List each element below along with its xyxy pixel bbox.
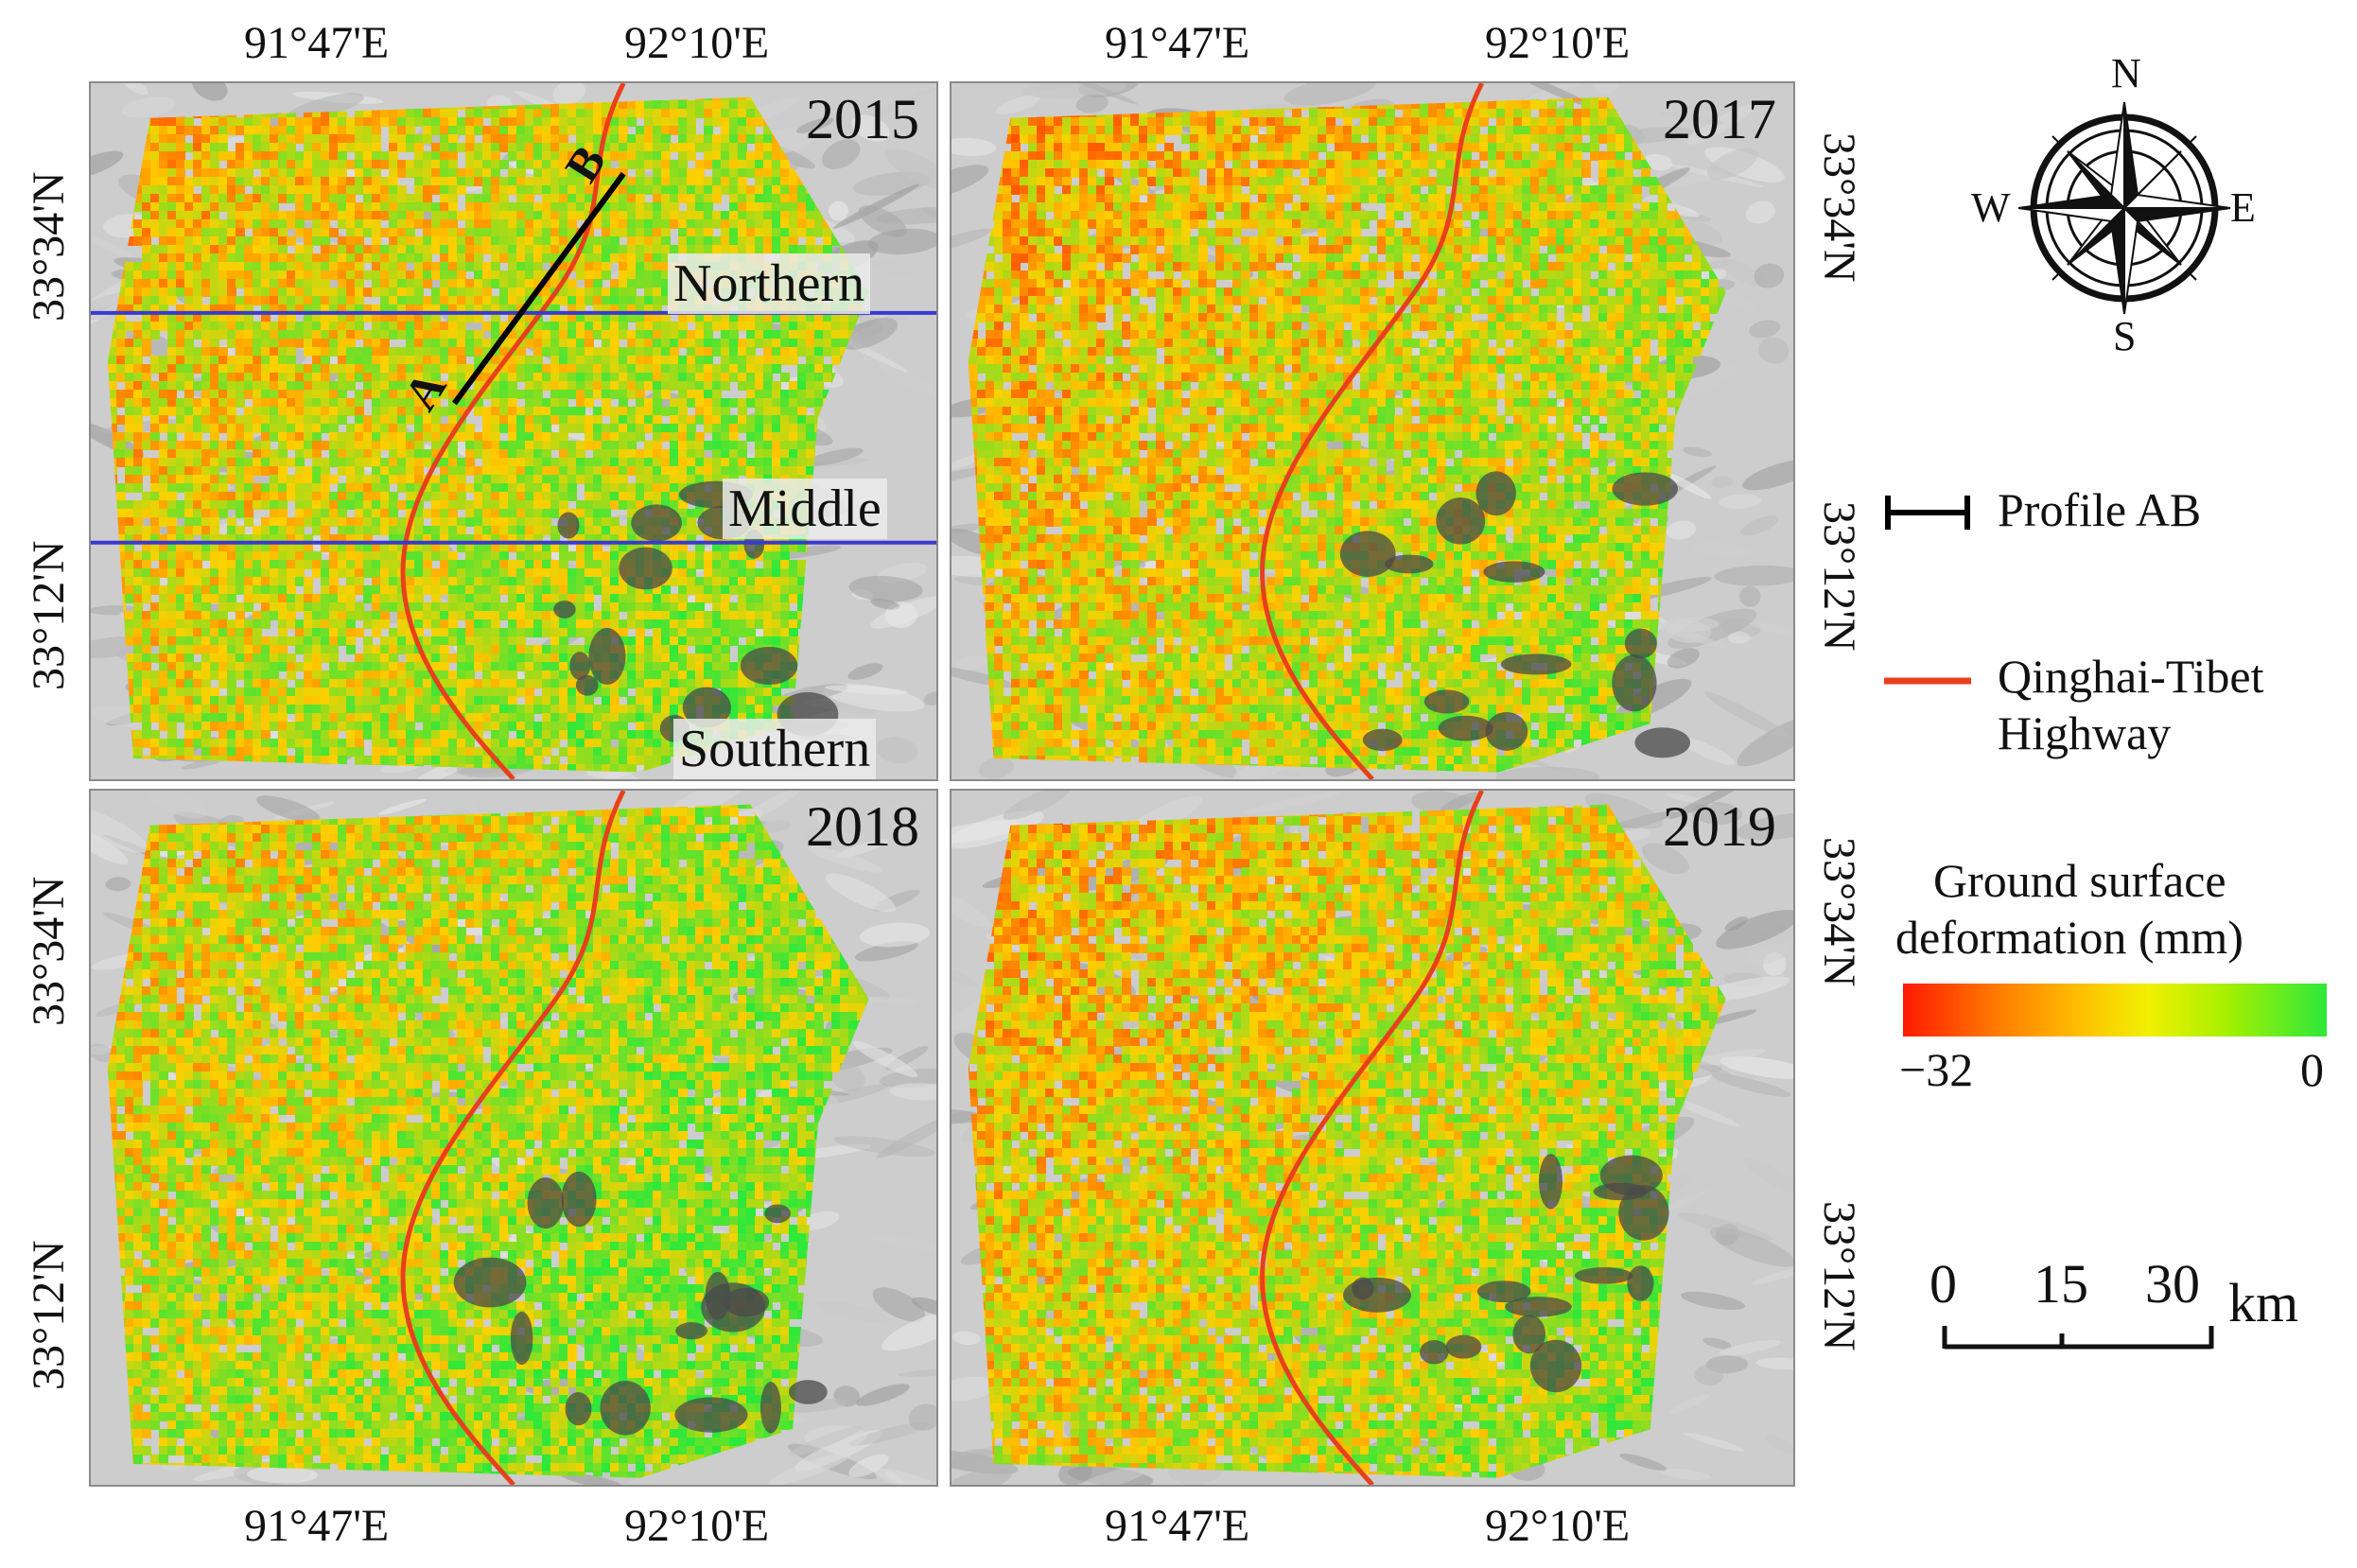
left-lat-tick-3: 33°34'N bbox=[24, 876, 74, 1026]
panel-year-label: 2015 bbox=[806, 91, 919, 148]
map-panel-2018: 2018 bbox=[89, 789, 938, 1487]
profile-legend-icon bbox=[1885, 496, 1970, 530]
map-panel-2015: 2015 Northern Middle Southern A B bbox=[89, 81, 938, 781]
deformation-map-2015 bbox=[91, 83, 936, 779]
panel-year-label: 2017 bbox=[1663, 91, 1776, 148]
right-lat-tick-1: 33°34'N bbox=[1814, 132, 1864, 283]
deformation-colorbar bbox=[1903, 984, 2327, 1037]
deformation-map-2017 bbox=[952, 83, 1793, 779]
colorbar-max-label: 0 bbox=[2300, 1044, 2324, 1096]
panel-year-label: 2019 bbox=[1663, 798, 1776, 855]
scale-tick-30: 30 bbox=[2145, 1254, 2200, 1315]
right-lat-tick-2: 33°12'N bbox=[1814, 501, 1864, 652]
highway-legend-label-line1: Qinghai-Tibet bbox=[1998, 651, 2264, 703]
scale-tick-15: 15 bbox=[2034, 1254, 2088, 1315]
map-panel-2017: 2017 bbox=[950, 81, 1795, 781]
right-lat-tick-3: 33°34'N bbox=[1814, 837, 1864, 987]
bottom-lon-tick-3: 91°47'E bbox=[1105, 1504, 1249, 1549]
compass-north-label: N bbox=[2111, 50, 2141, 96]
scale-unit: km bbox=[2228, 1273, 2298, 1333]
bottom-lon-tick-2: 92°10'E bbox=[624, 1504, 769, 1549]
bottom-lon-tick-4: 92°10'E bbox=[1485, 1504, 1630, 1549]
compass-rose-icon bbox=[2017, 101, 2231, 315]
region-label-southern: Southern bbox=[673, 719, 877, 779]
compass-rose: N S E W bbox=[1958, 47, 2261, 359]
profile-legend-label: Profile AB bbox=[1998, 484, 2201, 536]
colorbar-min-label: −32 bbox=[1899, 1044, 1973, 1096]
left-lat-tick-2: 33°12'N bbox=[24, 540, 74, 690]
deformation-map-2019 bbox=[952, 791, 1793, 1485]
top-lon-tick-1: 91°47'E bbox=[244, 21, 389, 66]
deformation-map-2018 bbox=[91, 791, 936, 1485]
compass-east-label: E bbox=[2230, 184, 2256, 231]
right-lat-tick-4: 33°12'N bbox=[1814, 1201, 1864, 1351]
top-lon-tick-3: 91°47'E bbox=[1105, 21, 1249, 66]
left-lat-tick-1: 33°34'N bbox=[24, 171, 74, 322]
top-lon-tick-2: 92°10'E bbox=[624, 21, 769, 66]
compass-south-label: S bbox=[2113, 313, 2136, 359]
region-label-northern: Northern bbox=[668, 253, 871, 314]
scale-bar bbox=[1942, 1326, 2214, 1350]
compass-west-label: W bbox=[1971, 184, 2011, 231]
scale-tick-0: 0 bbox=[1929, 1254, 1957, 1315]
top-lon-tick-4: 92°10'E bbox=[1485, 21, 1630, 66]
colorbar-title-line2: deformation (mm) bbox=[1895, 912, 2244, 964]
highway-legend-label-line2: Highway bbox=[1998, 707, 2171, 759]
left-lat-tick-4: 33°12'N bbox=[24, 1240, 74, 1390]
highway-legend-icon bbox=[1884, 677, 1971, 685]
panel-year-label: 2018 bbox=[806, 798, 919, 855]
colorbar-title-line1: Ground surface bbox=[1933, 855, 2226, 907]
bottom-lon-tick-1: 91°47'E bbox=[244, 1504, 389, 1549]
map-panel-2019: 2019 bbox=[950, 789, 1795, 1487]
region-label-middle: Middle bbox=[723, 479, 887, 539]
